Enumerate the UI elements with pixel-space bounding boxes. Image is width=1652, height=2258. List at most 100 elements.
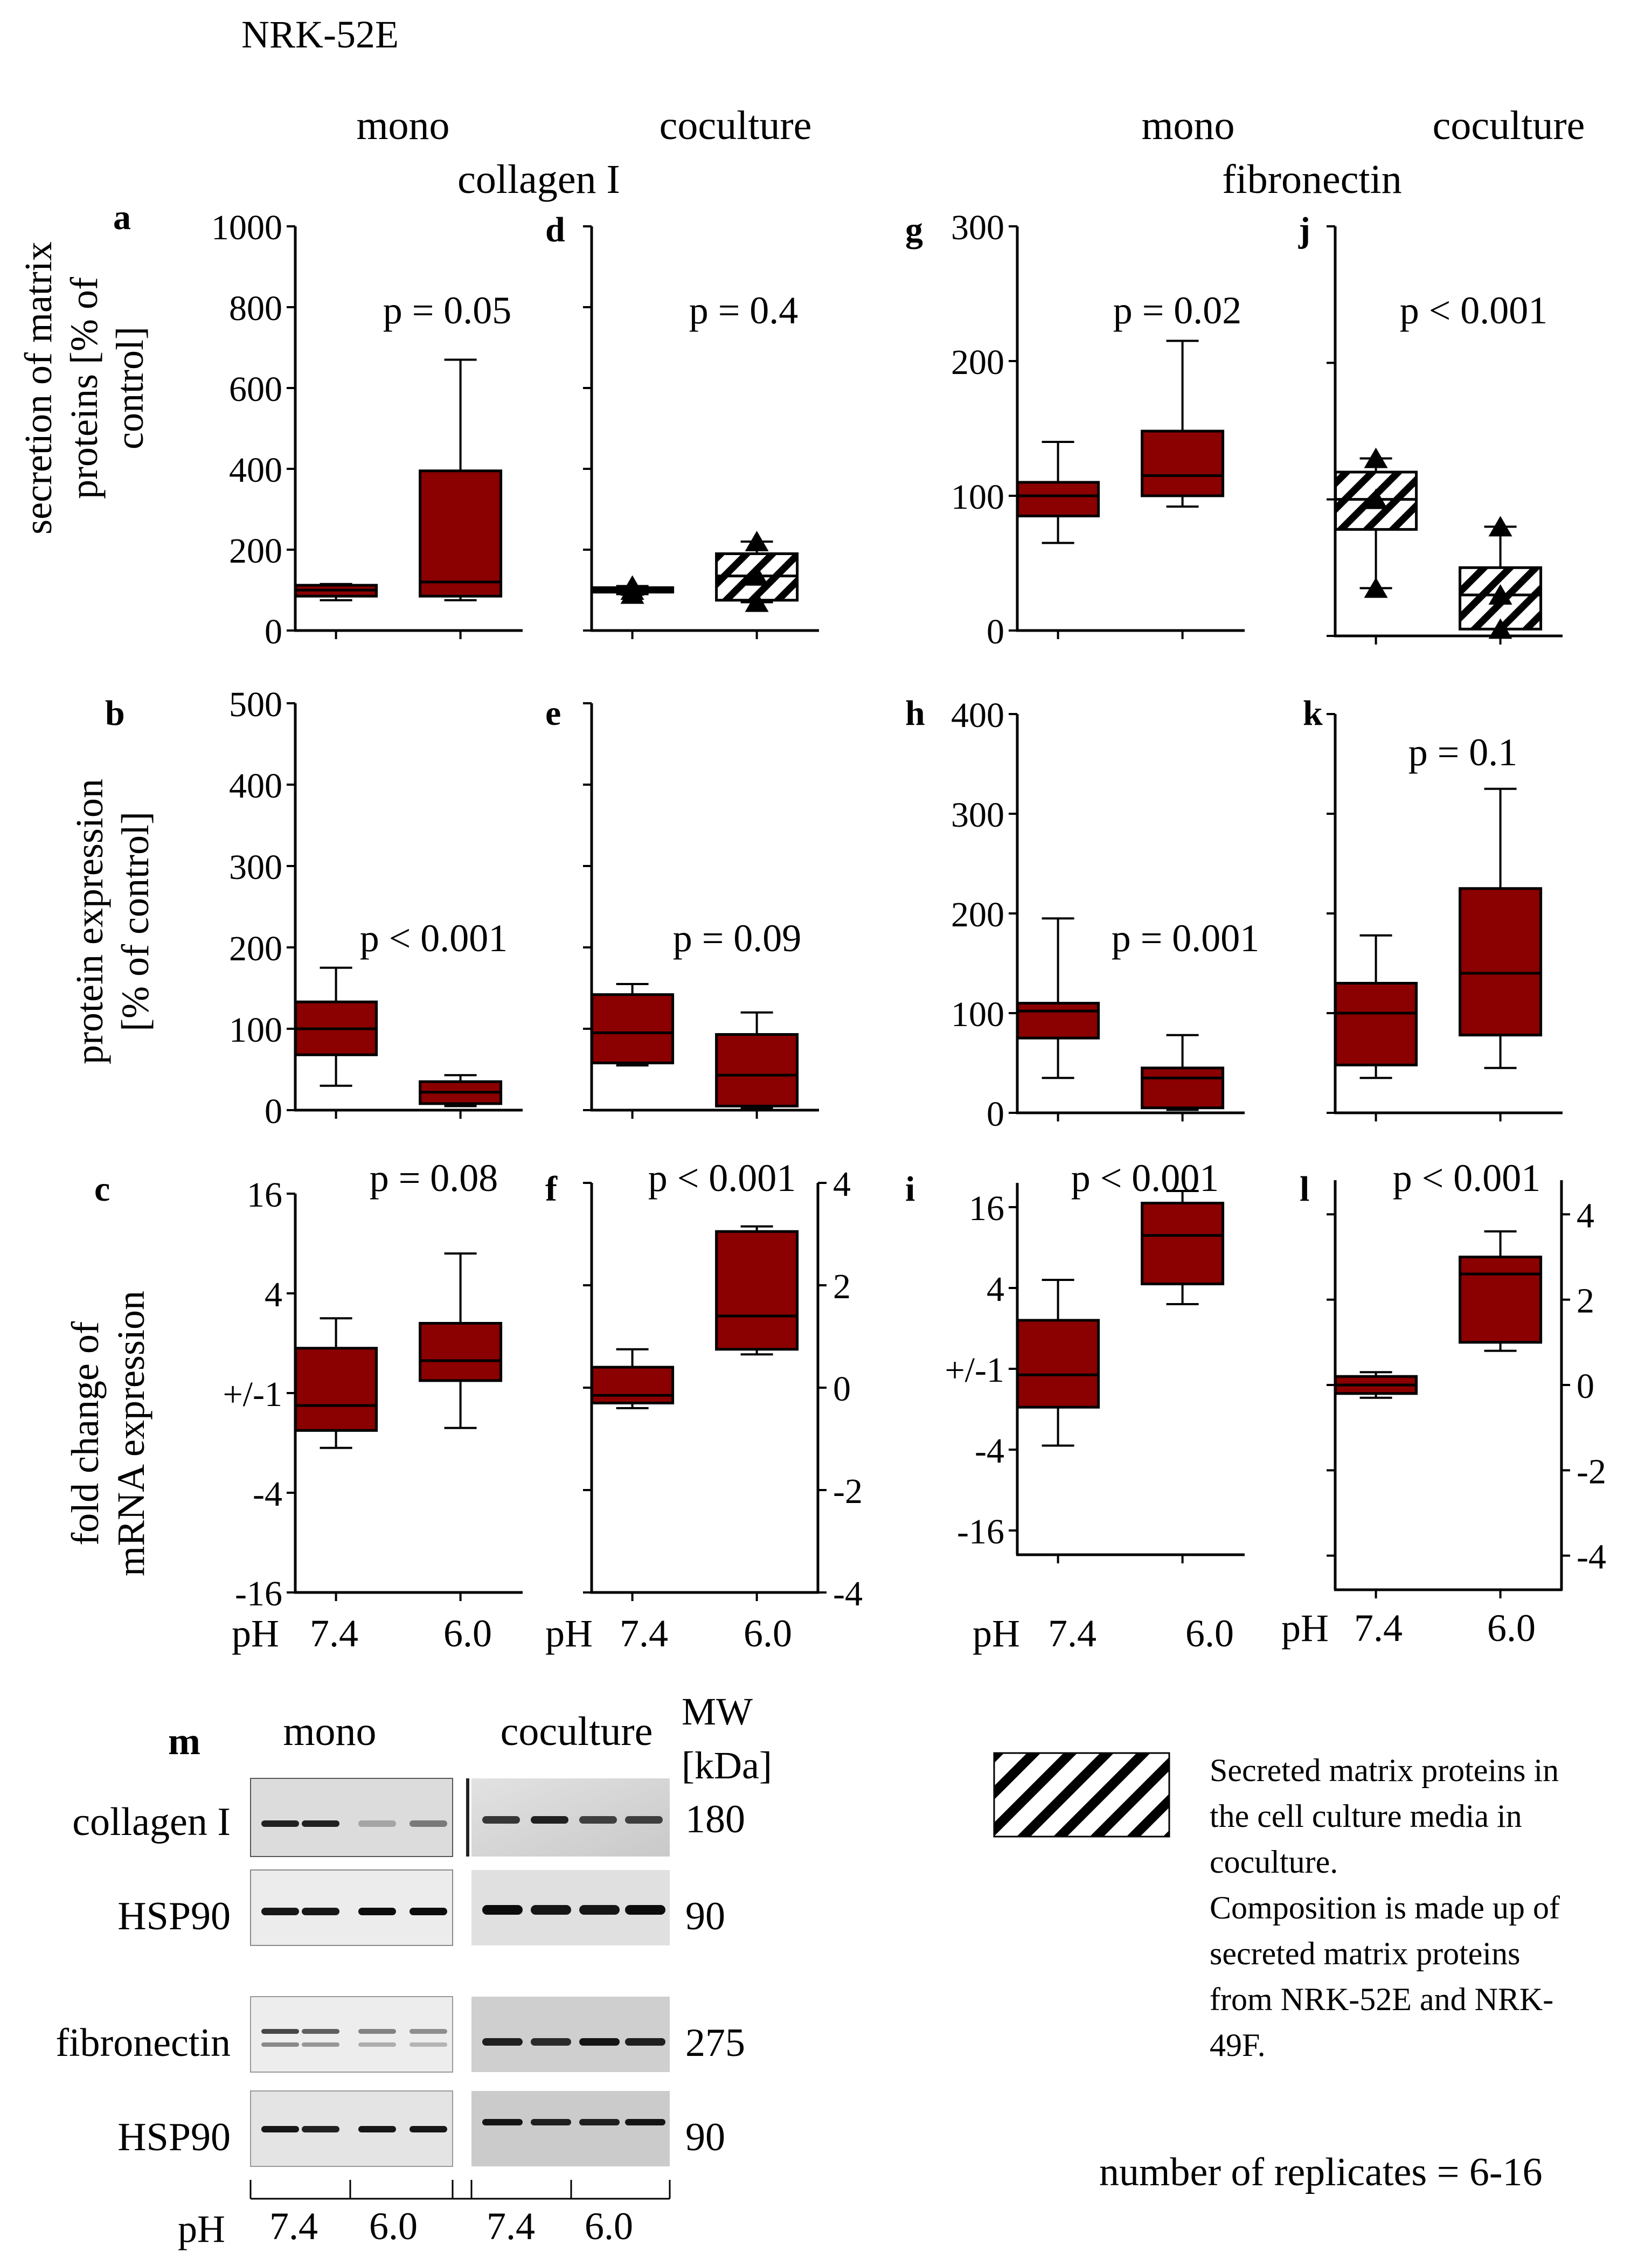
box-h-7.4	[1016, 917, 1100, 1079]
box-k-7.4	[1334, 934, 1418, 1079]
y-tick-label-h-3: 300	[951, 795, 1004, 835]
chart-panel-b: b 0 100 200 300 400 500 p < 0.001	[105, 685, 523, 1131]
box-marker-j-0-0	[1364, 447, 1388, 468]
blot-row-label-collagen: collagen I	[72, 1800, 231, 1844]
panel-letter-h: h	[905, 694, 925, 733]
y-tick-label-b-0: 0	[265, 1092, 282, 1131]
band-hsp90-mono-2	[358, 1908, 396, 1915]
band-collagen-coculture-3	[625, 1816, 663, 1824]
panel-letter-i: i	[905, 1169, 915, 1209]
band-hsp90b-mono-1	[302, 2126, 339, 2132]
xaxis-ph-label-1: pH	[232, 1612, 279, 1655]
y-tick-label-b-5: 500	[229, 685, 282, 724]
chart-panel-c: c -16 -4 +/-1 4 16 p = 0.08	[94, 1156, 523, 1613]
cell-line-title: NRK-52E	[241, 13, 399, 56]
box-k-6.0	[1459, 787, 1543, 1069]
y-tick-label-c-0: -16	[235, 1574, 282, 1613]
legend-line-3: coculture.	[1210, 1844, 1338, 1880]
band-collagen-coculture-1	[531, 1816, 568, 1824]
box-iqr-f-1	[715, 1230, 799, 1351]
panel-letter-g: g	[905, 210, 923, 250]
box-iqr-a-1	[419, 469, 503, 598]
box-b-6.0	[419, 1074, 503, 1107]
blot-label: m	[168, 1720, 200, 1763]
band-fibronectin-coculture-1	[531, 2038, 571, 2046]
ylabel-row1-line3: control]	[108, 327, 151, 449]
box-iqr-c-1	[419, 1322, 503, 1382]
box-c-6.0	[419, 1252, 503, 1429]
box-d-6.0	[715, 531, 799, 612]
blot-ph-1: 7.4	[269, 2205, 318, 2248]
blot-panel: m mono coculture MW [kDa] collagen I HSP…	[55, 1690, 772, 2250]
xaxis-ph-label-3: pH	[973, 1612, 1020, 1655]
xaxis-cat-2a: 7.4	[620, 1612, 668, 1655]
box-e-6.0	[715, 1011, 799, 1110]
blot-row-label-fibronectin: fibronectin	[55, 2021, 231, 2065]
box-marker-d-1-2	[745, 591, 769, 612]
panel-letter-k: k	[1303, 694, 1323, 733]
p-value-g: p = 0.02	[1113, 289, 1242, 332]
band-fibronectin-mono-b-3	[409, 2042, 447, 2047]
y-tick-label-g-1: 100	[951, 477, 1004, 517]
xaxis-cat-1b: 6.0	[443, 1612, 492, 1655]
box-iqr-c-0	[294, 1347, 378, 1432]
box-marker-j-0-1	[1364, 488, 1388, 509]
blot-mw-fibronectin: 275	[685, 2021, 745, 2065]
p-value-d: p = 0.4	[689, 289, 799, 332]
band-fibronectin-mono-b-0	[261, 2042, 299, 2047]
box-j-7.4	[1334, 447, 1418, 598]
p-value-h: p = 0.001	[1112, 917, 1260, 960]
band-collagen-mono-2	[358, 1820, 396, 1827]
p-value-l: p < 0.001	[1393, 1156, 1541, 1200]
band-fibronectin-mono-a-3	[409, 2029, 447, 2034]
band-hsp90b-coculture-2	[579, 2119, 620, 2125]
xaxis-cat-4b: 6.0	[1487, 1606, 1536, 1650]
box-iqr-h-1	[1141, 1066, 1225, 1110]
y-tick-label-c-1: -4	[253, 1474, 282, 1514]
p-value-j: p < 0.001	[1400, 289, 1548, 332]
chart-panel-k: k p = 0.1	[1303, 694, 1563, 1121]
band-hsp90-mono-3	[409, 1908, 447, 1915]
y-tick-label-b-2: 200	[229, 929, 282, 968]
box-marker-d-0-2	[620, 583, 644, 604]
chart-panel-f: f -4 -2 0 2 4 p < 0.001	[545, 1156, 863, 1613]
chart-panel-g: g 0 100 200 300 p = 0.02	[905, 208, 1245, 652]
y-tick-label-g-2: 200	[951, 343, 1004, 382]
box-marker-j-1-2	[1488, 618, 1512, 639]
box-i-7.4	[1016, 1279, 1100, 1447]
band-fibronectin-mono-a-2	[358, 2029, 396, 2034]
band-hsp90b-mono-2	[358, 2126, 396, 2132]
blot-strip-fibronectin-coculture	[471, 1997, 670, 2072]
band-hsp90-mono-0	[261, 1908, 299, 1915]
y-tick-label-c-4: 16	[247, 1175, 282, 1215]
ylabel-row3-line2: mRNA expression	[109, 1291, 152, 1576]
y-tick-label-g-3: 300	[951, 208, 1004, 247]
band-hsp90b-coculture-3	[625, 2119, 665, 2125]
blot-strip-hsp90-coculture-2	[471, 2091, 670, 2166]
y-tick-label-b-1: 100	[229, 1010, 282, 1050]
band-hsp90-coculture-0	[482, 1905, 523, 1915]
y-tick-label-a-2: 400	[229, 451, 282, 490]
y-tick-label-a-1: 200	[229, 531, 282, 571]
blot-ph-bracket	[249, 2180, 671, 2200]
band-hsp90b-coculture-1	[531, 2119, 571, 2125]
xaxis-cat-3b: 6.0	[1185, 1612, 1234, 1655]
y-tick-label-l-4: 4	[1577, 1196, 1594, 1235]
legend-line-2: the cell culture media in	[1210, 1798, 1522, 1834]
p-value-b: p < 0.001	[360, 917, 508, 960]
p-value-a: p = 0.05	[383, 289, 512, 332]
y-tick-label-h-0: 0	[987, 1095, 1004, 1134]
band-hsp90-coculture-1	[531, 1905, 571, 1915]
band-collagen-mono-0	[261, 1820, 299, 1827]
legend-hatch-swatch	[993, 1752, 1170, 1838]
box-iqr-l-1	[1459, 1256, 1543, 1344]
box-f-6.0	[715, 1225, 799, 1356]
blot-mw-hsp90-1: 90	[685, 1894, 725, 1938]
blot-mw-hsp90-2: 90	[685, 2115, 725, 2159]
y-tick-label-f-4: 4	[833, 1165, 851, 1204]
band-fibronectin-coculture-0	[482, 2038, 523, 2046]
y-tick-label-a-4: 800	[229, 289, 282, 328]
box-marker-j-1-1	[1488, 584, 1512, 605]
y-tick-label-a-0: 0	[265, 612, 282, 652]
